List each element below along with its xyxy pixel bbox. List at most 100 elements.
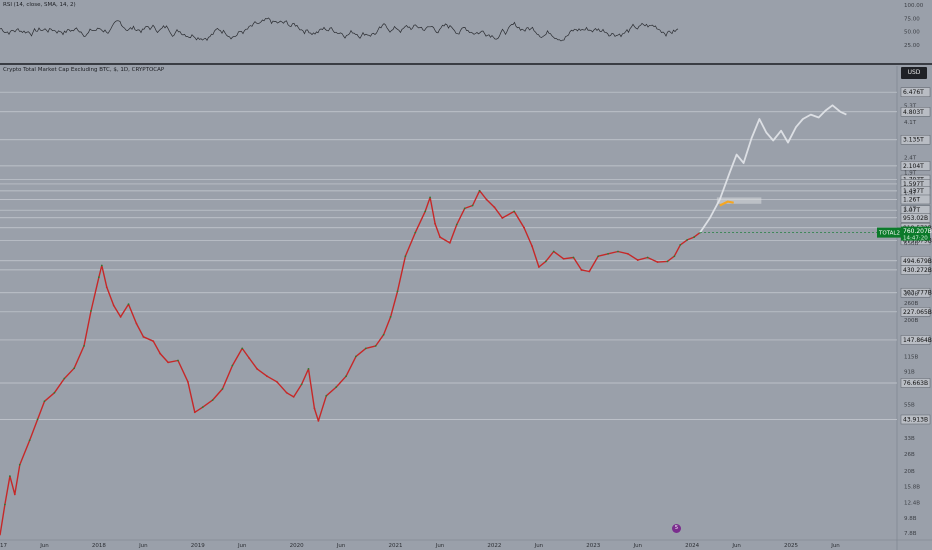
level-label-bg-16	[900, 335, 931, 345]
event-marker-icon[interactable]: 5	[672, 524, 681, 533]
series-point-53	[424, 210, 427, 213]
series-point-14	[100, 264, 103, 267]
series-point-52	[414, 231, 417, 234]
series-point-18	[127, 303, 130, 306]
y-tick-15: 20B	[904, 469, 915, 475]
symbol-tag-bg	[877, 227, 901, 238]
level-label-1: 4.803T	[903, 109, 924, 116]
series-point-21	[152, 340, 155, 343]
series-point-7	[43, 400, 46, 403]
series-point-5	[28, 439, 31, 442]
series-point-54	[429, 196, 432, 199]
series-point-31	[241, 347, 244, 350]
series-point-47	[374, 344, 377, 347]
price-tag-bg	[901, 226, 930, 241]
series-point-15	[105, 286, 108, 289]
x-tick-9: Jun	[435, 543, 445, 549]
y-tick-8: 260B	[904, 301, 918, 307]
x-tick-7: Jun	[336, 543, 346, 549]
series-point-35	[275, 380, 278, 383]
series-point-26	[193, 411, 196, 414]
series-point-75	[597, 255, 600, 258]
rsi-level-2: 50.00	[904, 30, 920, 36]
x-tick-12: 2023	[586, 543, 600, 549]
series-point-61	[478, 189, 481, 192]
chart-title: Crypto Total Market Cap Excluding BTC, $…	[3, 67, 165, 73]
series-point-38	[300, 383, 303, 386]
series-point-80	[646, 256, 649, 259]
y-tick-9: 200B	[904, 318, 918, 324]
series-point-58	[455, 223, 458, 226]
x-tick-3: Jun	[138, 543, 148, 549]
y-tick-11: 91B	[904, 370, 915, 376]
series-point-78	[626, 252, 629, 255]
time-tag: 14:47:20	[903, 236, 928, 242]
series-point-64	[501, 217, 504, 219]
rsi-title: RSI (14, close, SMA, 14, 2)	[3, 2, 76, 8]
x-tick-8: 2021	[389, 543, 403, 549]
level-label-3: 2.104T	[903, 163, 924, 170]
series-point-12	[90, 310, 92, 312]
level-label-15: 227.065B	[903, 309, 932, 316]
series-point-77	[617, 250, 619, 253]
series-point-66	[523, 226, 525, 229]
series-point-43	[335, 386, 338, 388]
y-tick-5: 1.1T	[904, 206, 917, 212]
x-tick-1: Jun	[39, 543, 49, 549]
rsi-indicator-pane: 100.00 75.00 50.00 25.00	[0, 0, 932, 62]
series-point-24	[177, 359, 179, 362]
pane-divider[interactable]	[0, 63, 932, 65]
series-point-56	[439, 236, 441, 238]
y-tick-10: 115B	[904, 354, 918, 360]
highlight-band	[716, 197, 762, 204]
level-label-9: 953.02B	[903, 215, 928, 222]
level-label-16: 147.864B	[903, 337, 932, 344]
x-tick-10: 2022	[487, 543, 501, 549]
series-point-34	[266, 375, 268, 378]
y-tick-12: 55B	[904, 403, 915, 409]
level-label-11: 675.679B	[903, 237, 932, 244]
series-point-62	[485, 198, 488, 201]
series-point-69	[544, 260, 547, 263]
x-tick-6: 2020	[290, 543, 304, 549]
y-tick-3: 1.9T	[904, 171, 917, 177]
series-point-46	[364, 347, 367, 350]
level-label-12: 494.679B	[903, 258, 932, 265]
series-point-73	[580, 269, 583, 271]
level-label-bg-15	[900, 307, 931, 317]
level-label-bg-1	[900, 107, 931, 117]
series-point-63	[493, 206, 496, 209]
series-point-6	[36, 418, 39, 421]
series-point-84	[679, 244, 682, 246]
level-label-bg-7	[900, 194, 931, 205]
currency-badge[interactable]: USD	[901, 67, 927, 79]
series-point-3	[13, 493, 16, 496]
series-point-4	[18, 463, 21, 466]
series-point-85	[686, 239, 689, 241]
series-point-68	[537, 266, 540, 268]
level-label-bg-9	[900, 213, 931, 223]
series-point-40	[313, 407, 316, 410]
level-label-bg-3	[900, 161, 931, 171]
y-tick-7: 300B	[904, 292, 918, 298]
series-point-49	[389, 316, 392, 318]
rsi-line	[0, 17, 679, 42]
series-point-9	[63, 377, 66, 380]
series-point-23	[167, 361, 169, 364]
level-label-6: 1.437T	[903, 188, 924, 195]
series-point-86	[693, 236, 696, 238]
y-tick-18: 9.8B	[904, 516, 917, 522]
y-tick-13: 33B	[904, 436, 915, 442]
level-label-7: 1.26T	[903, 196, 920, 203]
series-point-33	[256, 368, 258, 370]
x-tick-0: 2017	[0, 543, 7, 549]
series-point-8	[53, 391, 56, 394]
y-tick-14: 26B	[904, 452, 915, 458]
series-point-28	[211, 399, 214, 402]
series-point-11	[83, 344, 85, 347]
highlight-mark	[719, 200, 734, 207]
y-tick-6: 650B	[904, 241, 918, 247]
series-point-1	[4, 503, 6, 506]
level-label-0: 6.476T	[903, 89, 924, 96]
